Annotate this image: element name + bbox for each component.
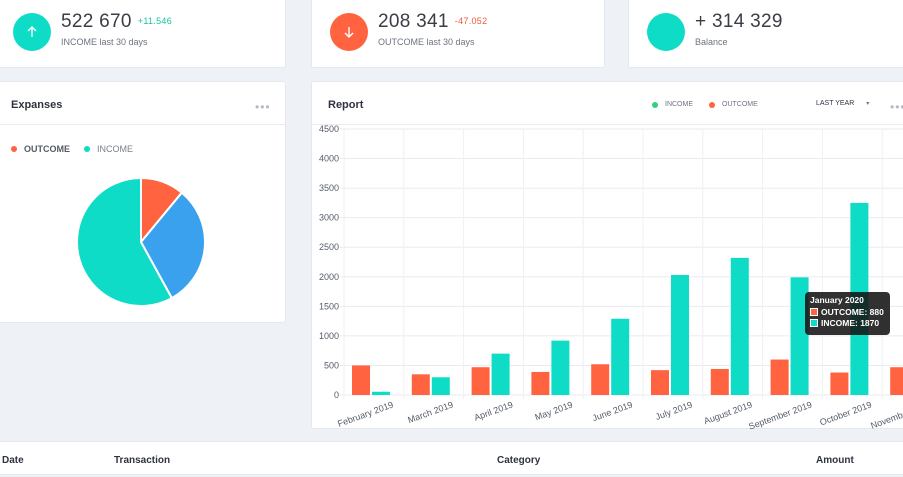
chevron-down-icon: ▾ [866,101,870,107]
x-tick-label: February 2019 [336,399,394,428]
outcome-legend-dot [11,146,17,152]
outcome-bar[interactable] [411,374,430,395]
report-more-icon[interactable]: ••• [890,100,903,114]
period-dropdown[interactable]: LAST YEAR ▾ [816,100,869,107]
income-label: INCOME last 30 days [61,37,148,47]
expanses-header-divider [0,124,285,125]
tooltip-title: January 2020 [810,295,864,305]
report-legend-outcome[interactable]: OUTCOME [722,101,758,108]
income-value: 522 670 +11.546 [61,11,172,32]
x-tick-label: October 2019 [818,399,873,427]
income-legend-dot [84,146,90,152]
tooltip-income-text: INCOME: 1870 [821,318,880,328]
income-bar[interactable] [431,377,450,395]
y-tick-label: 0 [334,390,339,400]
outcome-value: 208 341 -47.052 [378,11,488,32]
expanses-pie-chart [76,176,206,307]
income-bar[interactable] [611,318,630,395]
tooltip-outcome-text: OUTCOME: 880 [821,307,884,317]
y-tick-label: 1500 [319,301,339,311]
y-tick-label: 3500 [319,183,339,193]
income-bar[interactable] [671,275,689,395]
y-tick-label: 500 [324,360,339,370]
y-tick-label: 4000 [319,154,339,164]
col-header-transaction[interactable]: Transaction [114,455,171,466]
y-tick-label: 2500 [319,242,339,252]
x-tick-label: May 2019 [534,399,575,422]
outcome-bar[interactable] [651,370,669,395]
x-tick-label: June 2019 [591,399,634,423]
y-tick-label: 1000 [319,331,339,341]
expanses-panel: Expanses ••• OUTCOME INCOME [0,81,286,323]
pie-slice[interactable] [139,191,206,300]
x-tick-label: November 2019 [869,399,903,430]
y-tick-label: 4500 [319,124,339,134]
col-header-date[interactable]: Date [2,455,24,466]
outcome-label: OUTCOME last 30 days [378,37,475,47]
outcome-delta: -47.052 [454,16,488,26]
income-bar[interactable] [491,353,510,395]
outcome-icon-circle [330,13,368,51]
x-tick-label: September 2019 [747,399,813,431]
balance-label: Balance [695,37,728,47]
period-dropdown-label: LAST YEAR [816,100,855,107]
arrow-up-icon [27,26,37,37]
pie-slice[interactable] [76,176,174,307]
report-legend: INCOME OUTCOME [652,101,758,108]
tooltip-outcome-swatch [810,308,818,316]
x-tick-label: August 2019 [703,399,754,426]
outcome-bar[interactable] [531,371,550,395]
outcome-bar[interactable] [591,364,610,395]
chart-tooltip: January 2020 OUTCOME: 880 INCOME: 1870 [805,292,890,335]
tooltip-income-swatch [810,319,818,327]
outcome-bar[interactable] [352,365,370,395]
outcome-bar[interactable] [710,368,729,395]
y-tick-label: 2000 [319,272,339,282]
expanses-more-icon[interactable]: ••• [255,100,271,114]
arrow-down-icon [344,27,354,38]
col-header-category[interactable]: Category [497,455,541,466]
outcome-bar[interactable] [770,359,789,395]
y-tick-label: 3000 [319,213,339,223]
income-bar[interactable] [730,257,749,395]
income-legend-dot [652,101,658,108]
outcome-legend-dot [709,101,715,108]
transactions-table-header: Date Transaction Category Amount [0,441,903,475]
outcome-bar[interactable] [830,372,849,395]
outcome-kpi-card: 208 341 -47.052 OUTCOME last 30 days [311,0,605,68]
report-legend-income[interactable]: INCOME [665,101,693,108]
income-bar[interactable] [551,340,570,395]
report-header-divider [312,124,903,125]
balance-icon-circle [647,13,685,51]
income-kpi-card: 522 670 +11.546 INCOME last 30 days [0,0,286,68]
x-tick-label: March 2019 [406,399,454,425]
x-tick-label: July 2019 [654,399,694,422]
outcome-bar[interactable] [890,367,903,395]
x-tick-label: April 2019 [473,399,515,422]
expanses-title: Expanses [11,99,63,111]
income-icon-circle [13,13,51,51]
outcome-legend-label[interactable]: OUTCOME [24,144,70,154]
income-legend-label[interactable]: INCOME [97,144,133,154]
balance-kpi-card: + 314 329 Balance [628,0,903,68]
expanses-legend: OUTCOME INCOME [11,144,133,154]
income-delta: +11.546 [137,16,172,26]
outcome-bar[interactable] [471,367,490,395]
income-bar[interactable] [372,391,390,395]
report-title: Report [328,99,364,111]
col-header-amount[interactable]: Amount [816,455,854,466]
balance-value: + 314 329 [695,11,783,32]
tooltip-income-line: INCOME: 1870 [810,318,885,328]
tooltip-outcome-line: OUTCOME: 880 [810,307,885,317]
income-bar[interactable] [790,277,809,395]
